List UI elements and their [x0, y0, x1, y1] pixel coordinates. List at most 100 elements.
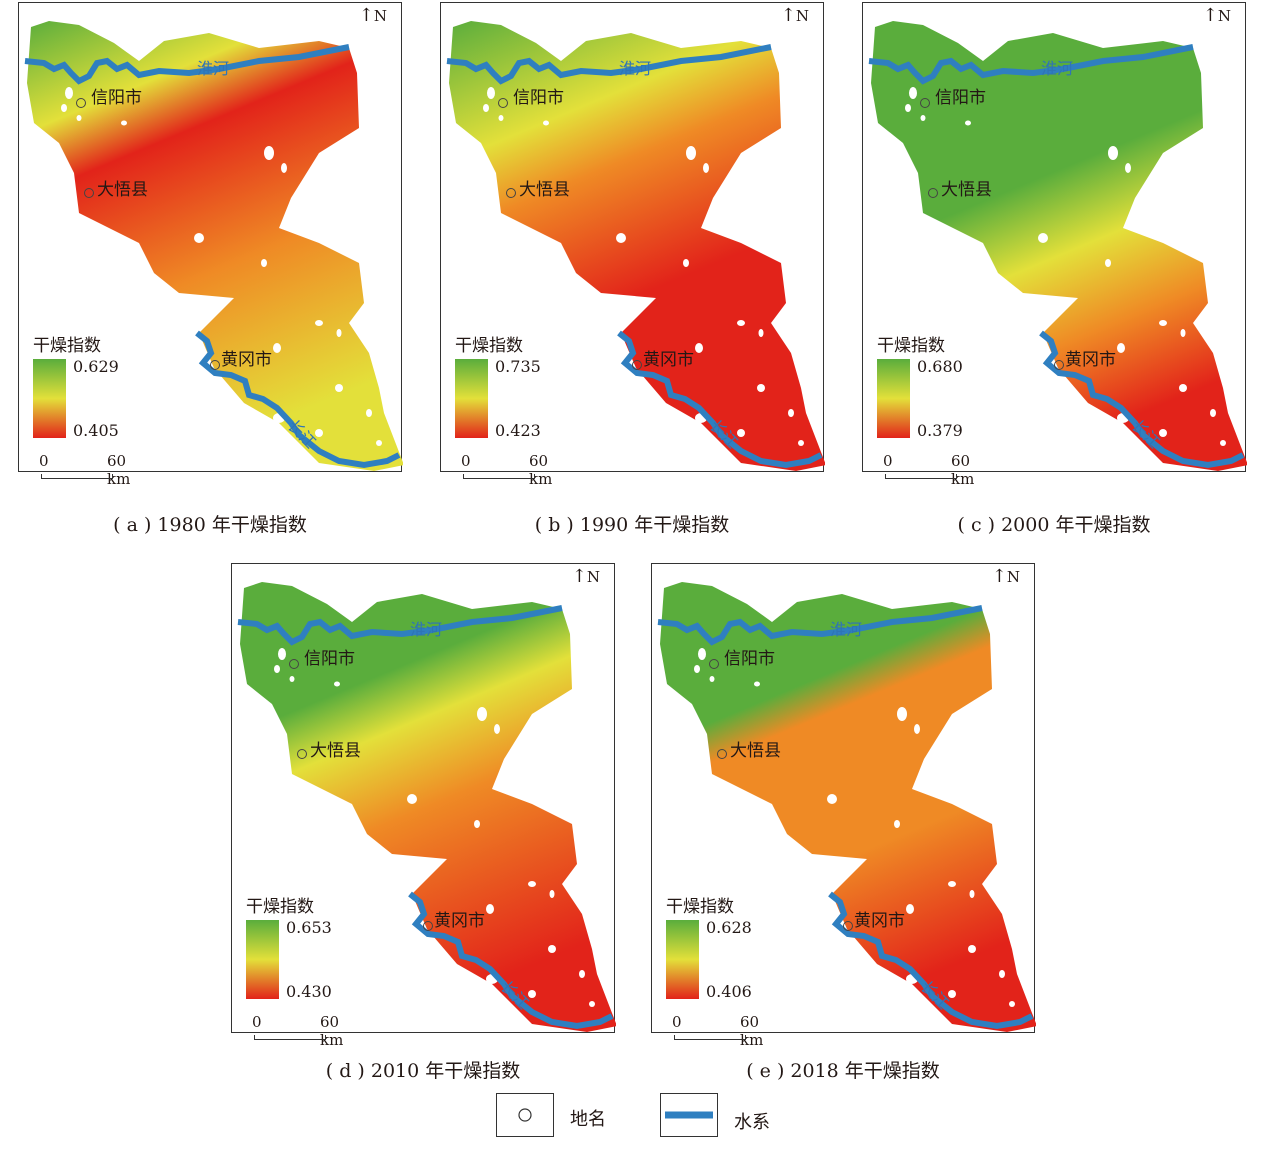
no-data-patch: [549, 890, 555, 898]
place-marker: [84, 188, 94, 198]
scale-distance: 60 km: [529, 452, 553, 488]
no-data-patch: [477, 707, 487, 721]
scale-bar: 0 60 km: [461, 452, 571, 488]
place-marker: [843, 921, 853, 931]
no-data-patch: [827, 794, 837, 804]
huai-river-label: 淮河: [197, 59, 230, 78]
scale-zero: 0: [461, 452, 471, 470]
no-data-patch: [905, 104, 911, 112]
yangtze-river: [617, 330, 823, 469]
scale-bar: 0 60 km: [39, 452, 149, 488]
no-data-patch: [948, 990, 956, 998]
north-arrow: ↑N: [572, 568, 600, 587]
no-data-patch: [683, 259, 689, 267]
no-data-patch: [757, 384, 765, 392]
legend-title: 干燥指数: [455, 336, 523, 356]
no-data-patch: [1105, 259, 1111, 267]
scale-distance: 60 km: [740, 1013, 764, 1049]
study-region: [660, 582, 1036, 1032]
yangtze-river: [195, 330, 401, 469]
scale-bar: 0 60 km: [252, 1013, 362, 1049]
no-data-patch: [494, 724, 500, 734]
north-label: N: [1006, 568, 1020, 586]
no-data-patch: [264, 146, 274, 160]
no-data-patch: [999, 970, 1005, 978]
place-huanggang: 黄冈市: [221, 350, 272, 370]
scale-line: [885, 474, 957, 479]
place-huanggang: 黄冈市: [643, 350, 694, 370]
legend-title: 干燥指数: [246, 897, 314, 917]
water-legend-label: 水系: [734, 1112, 770, 1133]
no-data-patch: [788, 409, 794, 417]
north-arrow-icon: ↑: [358, 5, 374, 26]
huai-river-label: 淮河: [410, 620, 443, 639]
dryness-map: [24, 21, 403, 471]
no-data-patch: [366, 409, 372, 417]
study-region: [871, 21, 1247, 471]
no-data-patch: [737, 320, 745, 326]
huai-river-label: 淮河: [830, 620, 863, 639]
no-data-patch: [698, 648, 706, 660]
place-xinyang: 信阳市: [935, 88, 986, 108]
no-data-patch: [194, 233, 204, 243]
legend-color-bar: [666, 920, 699, 999]
dryness-map: [446, 21, 825, 471]
no-data-patch: [528, 990, 536, 998]
place-dawu: 大悟县: [730, 741, 781, 761]
place-xinyang: 信阳市: [724, 649, 775, 669]
north-arrow: ↑N: [992, 568, 1020, 587]
no-data-patch: [948, 881, 956, 887]
no-data-patch: [548, 945, 556, 953]
no-data-patch: [315, 320, 323, 326]
map-panel: ↑N 淮河 长江 信阳市 大悟县 黄冈市 干燥指数 0.653 0.430 0 60 km: [231, 563, 616, 1049]
no-data-patch: [897, 707, 907, 721]
no-data-patch: [487, 87, 495, 99]
place-dawu: 大悟县: [97, 180, 148, 200]
no-data-patch: [273, 343, 281, 353]
no-data-patch: [847, 940, 857, 948]
place-marker: [717, 749, 727, 759]
no-data-patch: [121, 120, 127, 126]
north-label: N: [1217, 7, 1231, 25]
huai-river: [868, 44, 1194, 85]
place-marker: [709, 659, 719, 669]
place-xinyang: 信阳市: [304, 649, 355, 669]
no-data-patch: [1009, 1001, 1015, 1007]
no-data-patch: [1125, 163, 1131, 173]
dryness-map: [237, 582, 616, 1032]
place-dawu: 大悟县: [941, 180, 992, 200]
place-legend-box: [496, 1093, 554, 1137]
place-huanggang: 黄冈市: [434, 911, 485, 931]
no-data-patch: [703, 163, 709, 173]
scale-zero: 0: [252, 1013, 262, 1031]
huai-river-label: 淮河: [619, 59, 652, 78]
water-legend-box: [660, 1093, 718, 1137]
place-marker: [423, 921, 433, 931]
no-data-patch: [1058, 379, 1068, 387]
legend-title: 干燥指数: [877, 336, 945, 356]
no-data-patch: [278, 648, 286, 660]
north-arrow: ↑N: [781, 7, 809, 26]
legend-max-value: 0.680: [917, 357, 963, 376]
no-data-patch: [906, 904, 914, 914]
legend-color-bar: [455, 359, 488, 438]
map-panel: ↑N 淮河 长江 信阳市 大悟县 黄冈市 干燥指数 0.629 0.405 0 60 km: [18, 2, 403, 488]
place-marker: [297, 749, 307, 759]
no-data-patch: [486, 904, 494, 914]
river-line-icon: [665, 1111, 713, 1119]
no-data-patch: [335, 384, 343, 392]
yangtze-river: [1039, 330, 1245, 469]
panel-caption: ( d ) 2010 年干燥指数: [325, 1060, 521, 1082]
no-data-patch: [214, 379, 224, 387]
place-marker: [928, 188, 938, 198]
place-circle-icon: [518, 1108, 532, 1122]
no-data-patch: [694, 665, 700, 673]
place-marker: [210, 360, 220, 370]
no-data-patch: [965, 120, 971, 126]
legend-color-bar: [33, 359, 66, 438]
study-region: [449, 21, 825, 471]
dryness-map: [868, 21, 1247, 471]
no-data-patch: [261, 259, 267, 267]
no-data-patch: [920, 115, 926, 121]
place-legend-label: 地名: [570, 1109, 606, 1130]
